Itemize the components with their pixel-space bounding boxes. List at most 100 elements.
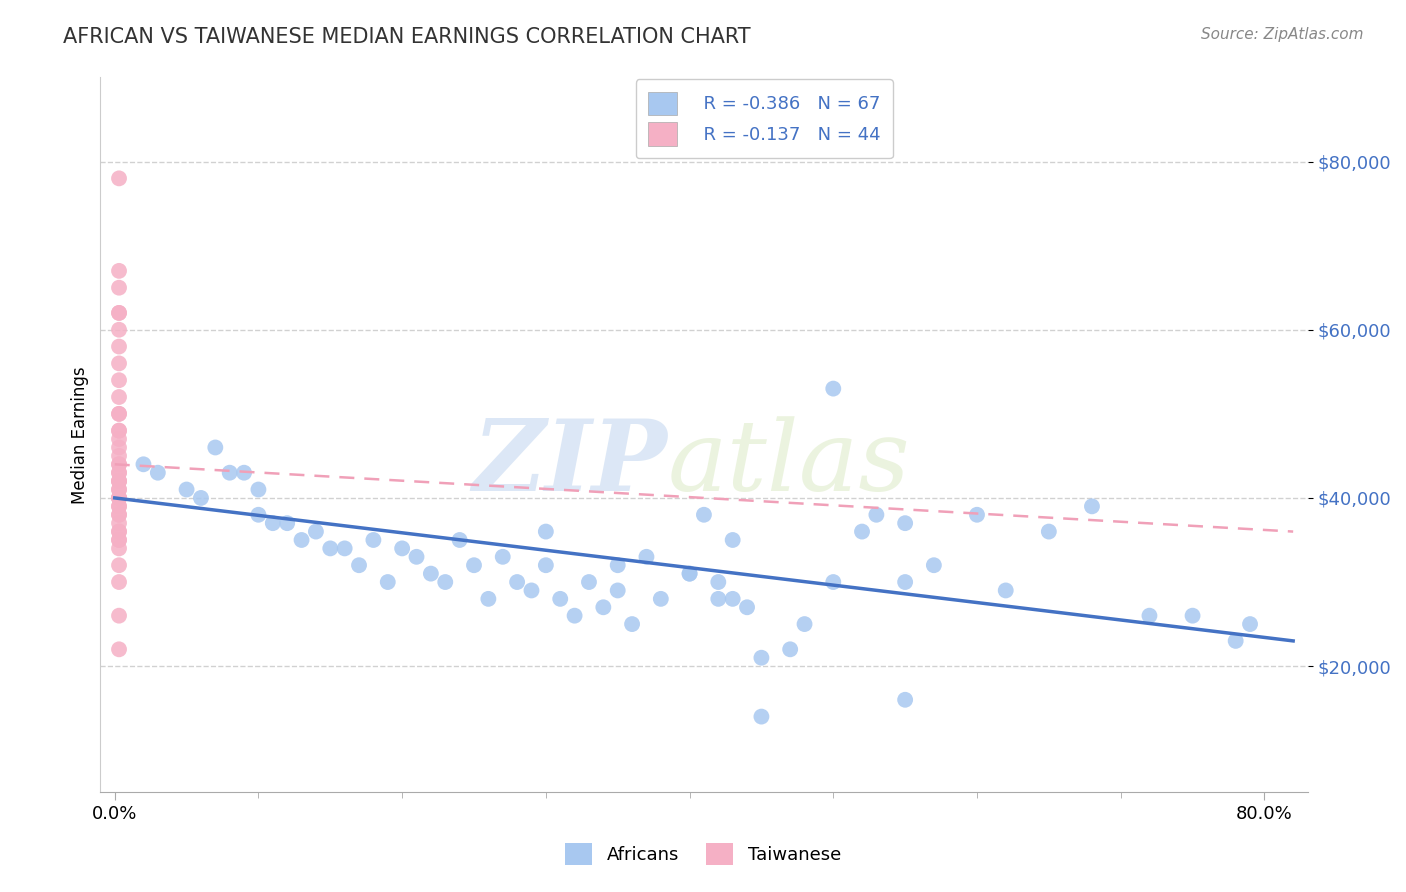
Point bbox=[564, 608, 586, 623]
Point bbox=[108, 524, 131, 539]
Point bbox=[305, 524, 328, 539]
Point bbox=[434, 575, 457, 590]
Point bbox=[108, 373, 131, 387]
Point bbox=[319, 541, 342, 556]
Point bbox=[606, 583, 628, 598]
Point bbox=[108, 407, 131, 421]
Point bbox=[823, 575, 845, 590]
Point bbox=[190, 491, 212, 505]
Y-axis label: Median Earnings: Median Earnings bbox=[72, 366, 89, 504]
Point bbox=[108, 575, 131, 590]
Point bbox=[636, 549, 658, 564]
Point bbox=[1038, 524, 1060, 539]
Point bbox=[1081, 500, 1104, 514]
Point bbox=[108, 306, 131, 320]
Point bbox=[721, 533, 744, 547]
Point bbox=[477, 591, 499, 606]
Point bbox=[347, 558, 370, 573]
Point bbox=[108, 491, 131, 505]
Point bbox=[108, 474, 131, 488]
Point bbox=[108, 441, 131, 455]
Point bbox=[204, 441, 226, 455]
Point bbox=[108, 356, 131, 370]
Point bbox=[108, 466, 131, 480]
Point bbox=[534, 524, 557, 539]
Point bbox=[721, 591, 744, 606]
Point bbox=[1225, 634, 1247, 648]
Point bbox=[751, 709, 773, 723]
Point bbox=[922, 558, 945, 573]
Point bbox=[108, 608, 131, 623]
Point bbox=[363, 533, 385, 547]
Point bbox=[391, 541, 413, 556]
Point bbox=[108, 500, 131, 514]
Point bbox=[894, 693, 917, 707]
Point bbox=[108, 281, 131, 295]
Point bbox=[520, 583, 543, 598]
Legend: Africans, Taiwanese: Africans, Taiwanese bbox=[557, 834, 849, 874]
Point bbox=[108, 306, 131, 320]
Text: ZIP: ZIP bbox=[472, 415, 668, 512]
Point bbox=[108, 642, 131, 657]
Point bbox=[449, 533, 471, 547]
Point bbox=[650, 591, 672, 606]
Point bbox=[276, 516, 298, 531]
Legend:   R = -0.386   N = 67,   R = -0.137   N = 44: R = -0.386 N = 67, R = -0.137 N = 44 bbox=[636, 79, 893, 158]
Point bbox=[108, 171, 131, 186]
Point bbox=[1181, 608, 1204, 623]
Point bbox=[108, 491, 131, 505]
Point bbox=[108, 500, 131, 514]
Point bbox=[405, 549, 427, 564]
Point bbox=[108, 541, 131, 556]
Point bbox=[592, 600, 614, 615]
Point bbox=[108, 340, 131, 354]
Point bbox=[678, 566, 700, 581]
Point bbox=[865, 508, 887, 522]
Point bbox=[108, 390, 131, 404]
Point bbox=[247, 508, 270, 522]
Point bbox=[233, 466, 256, 480]
Point bbox=[851, 524, 873, 539]
Point bbox=[108, 432, 131, 446]
Point bbox=[108, 264, 131, 278]
Point bbox=[108, 533, 131, 547]
Text: Source: ZipAtlas.com: Source: ZipAtlas.com bbox=[1201, 27, 1364, 42]
Point bbox=[108, 491, 131, 505]
Point bbox=[132, 458, 155, 472]
Point bbox=[966, 508, 988, 522]
Point bbox=[678, 566, 700, 581]
Point bbox=[108, 474, 131, 488]
Point bbox=[463, 558, 485, 573]
Point bbox=[894, 516, 917, 531]
Point bbox=[693, 508, 716, 522]
Point bbox=[823, 382, 845, 396]
Point bbox=[707, 575, 730, 590]
Point bbox=[108, 458, 131, 472]
Point bbox=[108, 466, 131, 480]
Point bbox=[108, 558, 131, 573]
Point bbox=[751, 650, 773, 665]
Point bbox=[108, 516, 131, 531]
Text: atlas: atlas bbox=[668, 416, 911, 511]
Point bbox=[262, 516, 284, 531]
Point bbox=[548, 591, 571, 606]
Point bbox=[1139, 608, 1161, 623]
Point bbox=[894, 575, 917, 590]
Point bbox=[606, 558, 628, 573]
Point bbox=[108, 474, 131, 488]
Point bbox=[108, 524, 131, 539]
Point bbox=[578, 575, 600, 590]
Point bbox=[707, 591, 730, 606]
Point bbox=[108, 483, 131, 497]
Point bbox=[108, 424, 131, 438]
Point bbox=[108, 458, 131, 472]
Point bbox=[1239, 617, 1261, 632]
Point bbox=[108, 508, 131, 522]
Text: AFRICAN VS TAIWANESE MEDIAN EARNINGS CORRELATION CHART: AFRICAN VS TAIWANESE MEDIAN EARNINGS COR… bbox=[63, 27, 751, 46]
Point bbox=[994, 583, 1017, 598]
Point bbox=[108, 508, 131, 522]
Point bbox=[793, 617, 815, 632]
Point bbox=[108, 533, 131, 547]
Point bbox=[621, 617, 644, 632]
Point bbox=[108, 449, 131, 463]
